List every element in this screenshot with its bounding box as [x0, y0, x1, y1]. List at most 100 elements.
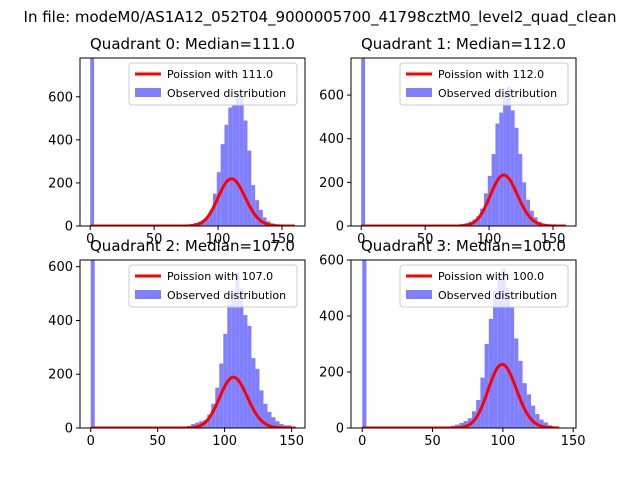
legend-label-observed: Observed distribution	[438, 289, 557, 302]
histogram-bar	[90, 260, 95, 428]
histogram-bar	[514, 338, 519, 428]
y-tick-label: 400	[48, 133, 73, 148]
histogram-bar	[255, 368, 260, 428]
y-tick-label: 600	[319, 89, 344, 104]
histogram-bar	[209, 210, 213, 226]
histogram-bar	[207, 414, 212, 428]
legend-box	[399, 62, 569, 106]
histogram-bar	[459, 422, 464, 428]
y-tick-label: 600	[48, 90, 73, 105]
histogram-bar	[501, 268, 506, 428]
x-tick-label: 0	[358, 434, 366, 449]
axes-frame	[350, 259, 577, 429]
subplot-quadrant-0: 0 50 100 150 0 200 400 600 Quadrant 0: Median=11…	[48, 35, 306, 247]
legend-box	[128, 264, 298, 308]
histogram-bar	[514, 127, 519, 226]
histogram-bar	[224, 124, 229, 226]
legend: Poission with 100.0 Observed distribution	[399, 264, 569, 308]
subplot-title: Quadrant 0: Median=111.0	[90, 35, 295, 53]
histogram-bar	[526, 394, 531, 428]
y-tick-label: 200	[319, 366, 344, 381]
histogram-bar	[518, 154, 523, 226]
legend-swatch-observed	[406, 290, 432, 299]
x-tick-label: 150	[279, 434, 304, 449]
x-tick-label: 0	[357, 232, 365, 247]
histogram-bar	[223, 333, 228, 428]
histogram-bar	[191, 423, 196, 428]
x-tick-label: 150	[541, 232, 566, 247]
histogram-bar	[495, 123, 500, 226]
subplot-title: Quadrant 1: Median=112.0	[361, 35, 566, 53]
legend-label-observed: Observed distribution	[167, 87, 286, 100]
x-tick-label: 50	[149, 434, 166, 449]
y-tick-label: 200	[319, 176, 344, 191]
subplot-quadrant-1: 0 50 100 150 0 200 400 600 Quadrant 1: Median=11…	[319, 35, 577, 247]
histogram-bar	[227, 304, 232, 428]
x-tick-label: 150	[561, 434, 586, 449]
histogram-bar	[231, 290, 236, 428]
legend-swatch-observed	[135, 88, 161, 97]
histogram-bar	[251, 358, 256, 428]
histogram-bar	[503, 92, 507, 226]
histogram-bar	[361, 58, 366, 226]
histogram-bar	[232, 105, 236, 226]
x-tick-label: 50	[417, 232, 434, 247]
histogram-bar	[255, 200, 259, 226]
legend-label-poisson: Poission with 107.0	[167, 270, 273, 283]
histogram-bar	[484, 344, 489, 428]
y-tick-label: 200	[48, 176, 73, 191]
legend-label-poisson: Poission with 100.0	[438, 270, 544, 283]
histogram-bar	[480, 208, 484, 226]
legend: Poission with 111.0 Observed distribution	[128, 62, 298, 106]
histogram-bar	[267, 411, 272, 428]
axes-frame	[79, 259, 306, 429]
subplot-title: Quadrant 2: Median=107.0	[90, 237, 295, 255]
histogram-bar	[251, 185, 256, 226]
y-tick-label: 400	[319, 310, 344, 325]
legend-box	[128, 62, 298, 106]
histogram-bar	[215, 387, 220, 428]
histogram-bar	[275, 421, 280, 428]
histogram-bar	[271, 417, 276, 428]
histogram-bar	[235, 272, 240, 428]
y-tick-label: 0	[65, 422, 73, 437]
histogram-bar	[258, 209, 263, 226]
legend-label-observed: Observed distribution	[438, 87, 557, 100]
y-tick-label: 0	[336, 220, 344, 235]
histogram-bar	[228, 107, 233, 226]
x-tick-label: 0	[87, 434, 95, 449]
histogram-bar	[247, 150, 252, 226]
histogram-bar	[506, 86, 511, 226]
histogram-bar	[259, 390, 264, 428]
histogram-bar	[212, 193, 217, 226]
axes-frame	[79, 57, 306, 227]
histogram-bar	[263, 403, 268, 428]
figure-suptitle: In file: modeM0/AS1A12_052T04_9000005700…	[23, 8, 617, 26]
histogram-bar	[499, 112, 504, 226]
histogram-bar	[509, 307, 515, 428]
histogram-bar	[211, 403, 216, 428]
histogram-bar	[476, 216, 481, 226]
histogram-bar	[522, 182, 527, 226]
histogram-bar	[543, 422, 548, 428]
subplot-quadrant-2: 0 50 100 150 0 200 400 600 Quadrant 2: Median=10…	[48, 237, 306, 449]
histogram-bar	[483, 193, 488, 226]
histogram-bar	[247, 325, 252, 428]
histogram-bar	[522, 383, 527, 428]
y-tick-label: 0	[65, 220, 73, 235]
subplot-quadrant-3: 0 50 100 150 0 200 400 600 Quadrant 3: Median=10…	[319, 237, 585, 449]
histogram-bar	[243, 120, 248, 226]
y-tick-label: 600	[319, 254, 344, 269]
histogram-bar	[505, 288, 510, 428]
x-tick-label: 100	[206, 232, 231, 247]
subplot-title: Quadrant 3: Median=100.0	[361, 237, 566, 255]
histogram-bar	[239, 288, 244, 428]
axes-frame	[350, 57, 577, 227]
histogram-bar	[235, 92, 240, 226]
histogram-bar	[90, 58, 95, 226]
x-tick-label: 0	[86, 232, 94, 247]
legend-box	[399, 264, 569, 308]
histogram-bar	[243, 315, 248, 428]
histogram-bar	[279, 423, 284, 428]
